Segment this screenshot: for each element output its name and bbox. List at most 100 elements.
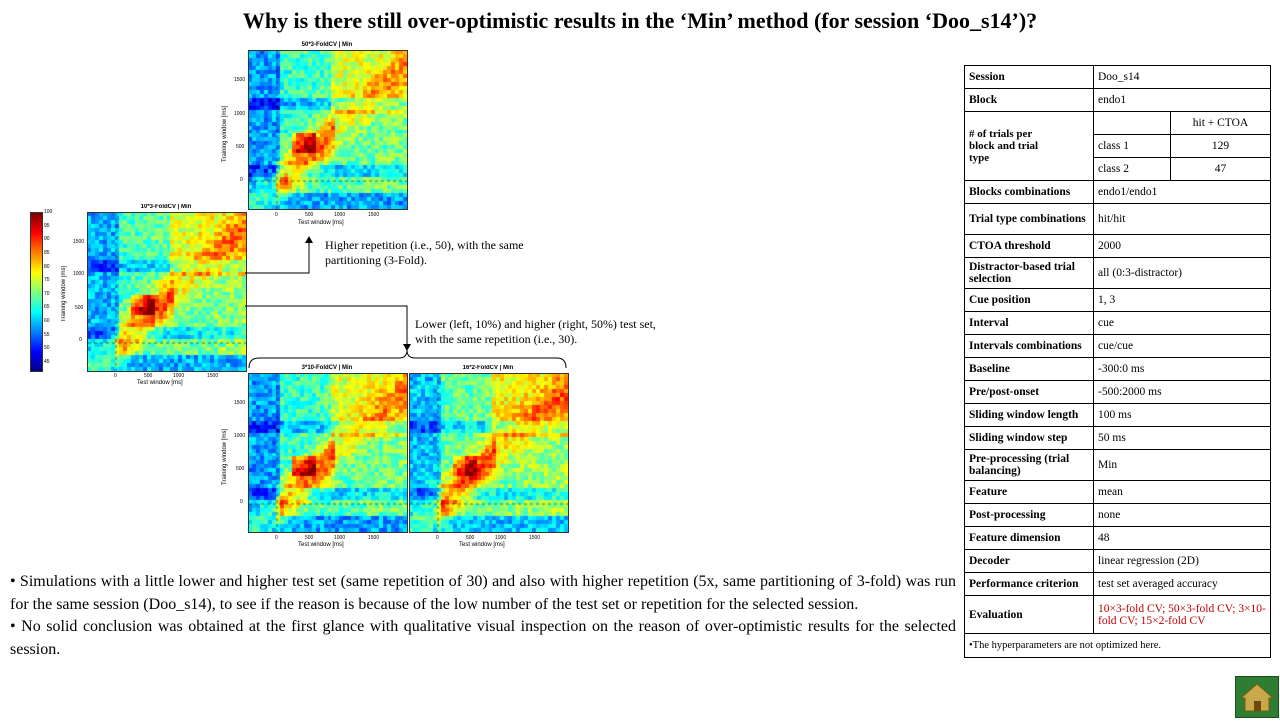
- param-key: CTOA threshold: [964, 234, 1094, 258]
- x-tick: 0: [275, 535, 278, 541]
- y-tick: 1000: [73, 271, 85, 277]
- x-tick: 1000: [334, 212, 346, 218]
- y-tick: 500: [236, 466, 245, 472]
- param-value: test set averaged accuracy: [1093, 572, 1271, 596]
- x-tick: 0: [275, 212, 278, 218]
- param-key: Sliding window step: [964, 426, 1094, 450]
- bullet-item: • No solid conclusion was obtained at th…: [10, 618, 956, 658]
- y-tick: 500: [236, 144, 245, 150]
- x-tick: 500: [466, 535, 475, 541]
- table-row: Decoder linear regression (2D): [964, 549, 1271, 573]
- note-lower-higher-test: Lower (left, 10%) and higher (right, 50%…: [415, 317, 656, 346]
- table-footnote-row: •The hyperparameters are not optimized h…: [964, 633, 1271, 658]
- param-key: Evaluation: [964, 595, 1094, 634]
- param-value: Min: [1093, 449, 1271, 481]
- table-row: Block endo1: [964, 88, 1271, 112]
- table-row: Post-processing none: [964, 503, 1271, 527]
- heatmap-canvas: [409, 373, 569, 533]
- table-row: # of trials per block and trial type hit…: [964, 111, 1271, 181]
- slide-title: Why is there still over-optimistic resul…: [242, 8, 1038, 33]
- y-tick: 1000: [234, 111, 246, 117]
- colorbar-tick: 75: [44, 277, 50, 284]
- param-value: cue/cue: [1093, 334, 1271, 358]
- x-tick: 500: [305, 535, 314, 541]
- table-row: class 1 129: [965, 134, 1271, 158]
- param-key: Decoder: [964, 549, 1094, 573]
- param-value: all (0:3-distractor): [1093, 257, 1271, 289]
- param-value: 50 ms: [1093, 426, 1271, 450]
- param-value: 48: [1093, 526, 1271, 550]
- bullet-item: • Simulations with a little lower and hi…: [10, 573, 956, 613]
- param-key: Pre-processing (trial balancing): [964, 449, 1094, 481]
- param-key: Intervals combinations: [964, 334, 1094, 358]
- param-key: Sliding window length: [964, 403, 1094, 427]
- table-footnote: •The hyperparameters are not optimized h…: [964, 633, 1271, 658]
- param-key: Trial type combinations: [964, 203, 1094, 235]
- table-row: Performance criterion test set averaged a…: [964, 572, 1271, 596]
- x-tick: 1500: [368, 212, 380, 218]
- home-icon: [1239, 683, 1275, 712]
- table-row: Sliding window length 100 ms: [964, 403, 1271, 427]
- table-row: Feature dimension 48: [964, 526, 1271, 550]
- parameter-table: Session Doo_s14 Block endo1 # of trials …: [964, 65, 1271, 658]
- table-row: Interval cue: [964, 311, 1271, 335]
- y-tick: 1000: [234, 433, 246, 439]
- y-axis-label: Training window [ms]: [222, 105, 228, 162]
- table-row: Pre/post-onset -500:2000 ms: [964, 380, 1271, 404]
- y-tick: 500: [75, 305, 84, 311]
- x-tick: 1500: [529, 535, 541, 541]
- param-key: Interval: [964, 311, 1094, 335]
- table-row: Trial type combinations hit/hit: [964, 203, 1271, 235]
- heatmap-panel-bottom-right: 16*2-FoldCV | Min Test window [ms] 0 500…: [409, 365, 569, 548]
- table-row: Sliding window step 50 ms: [964, 426, 1271, 450]
- table-row: Feature mean: [964, 480, 1271, 504]
- panel-title: 16*2-FoldCV | Min: [462, 365, 514, 371]
- y-tick: 1500: [73, 239, 85, 245]
- table-row: Session Doo_s14: [964, 65, 1271, 89]
- param-value: cue: [1093, 311, 1271, 335]
- y-axis-label: Training window [ms]: [222, 428, 228, 485]
- table-row: Pre-processing (trial balancing) Min: [964, 449, 1271, 481]
- trials-header: hit + CTOA: [1170, 111, 1271, 135]
- param-value: endo1: [1093, 88, 1271, 112]
- param-key: Post-processing: [964, 503, 1094, 527]
- x-axis-label: Test window [ms]: [298, 220, 344, 226]
- x-tick: 0: [114, 373, 117, 379]
- heatmap-canvas: [248, 373, 408, 533]
- param-value: endo1/endo1: [1093, 180, 1271, 204]
- table-row: Cue position 1, 3: [964, 288, 1271, 312]
- panel-title: 10*3-FoldCV | Min: [140, 204, 192, 210]
- colorbar-tick: 80: [44, 263, 50, 270]
- class-label: class 2: [1093, 157, 1171, 181]
- x-tick: 1000: [173, 373, 185, 379]
- param-value: 1, 3: [1093, 288, 1271, 312]
- param-key: # of trials per block and trial type: [964, 111, 1094, 181]
- param-value: none: [1093, 503, 1271, 527]
- param-key: Performance criterion: [964, 572, 1094, 596]
- y-tick: 0: [240, 177, 243, 183]
- param-key: Pre/post-onset: [964, 380, 1094, 404]
- colorbar-tick: 100: [44, 209, 53, 215]
- colorbar-tick: 65: [44, 304, 50, 311]
- x-tick: 1500: [207, 373, 219, 379]
- note-higher-repetition: Higher repetition (i.e., 50), with the s…: [325, 238, 524, 267]
- y-axis-label: Training window [ms]: [61, 265, 67, 322]
- param-value: hit/hit: [1093, 203, 1271, 235]
- heatmap-panel-top: 50*3-FoldCV | Min Training window [ms] T…: [222, 42, 408, 226]
- y-tick: 1500: [234, 77, 246, 83]
- x-axis-label: Test window [ms]: [298, 542, 344, 548]
- home-button[interactable]: [1235, 676, 1279, 718]
- param-value: Doo_s14: [1093, 65, 1271, 89]
- param-value: mean: [1093, 480, 1271, 504]
- table-row: CTOA threshold 2000: [964, 234, 1271, 258]
- trials-key-text: # of trials per block and trial type: [969, 128, 1039, 164]
- table-row: Intervals combinations cue/cue: [964, 334, 1271, 358]
- table-row: Distractor-based trial selection all (0:3…: [964, 257, 1271, 289]
- colorbar-tick: 55: [44, 331, 50, 338]
- x-tick: 1000: [334, 535, 346, 541]
- colorbar-tick: 85: [44, 249, 50, 256]
- param-key: Feature: [964, 480, 1094, 504]
- trials-header-empty: [1093, 111, 1171, 135]
- param-value: linear regression (2D): [1093, 549, 1271, 573]
- param-key: Feature dimension: [964, 526, 1094, 550]
